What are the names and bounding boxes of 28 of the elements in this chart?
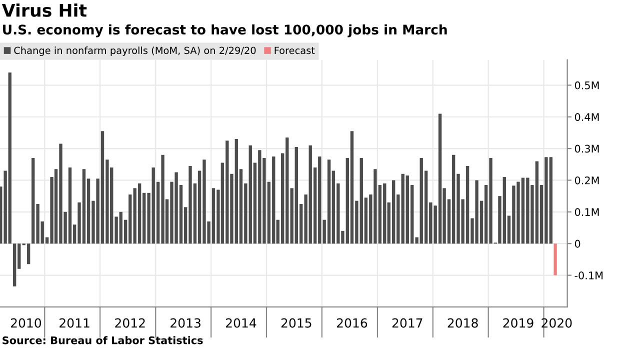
- x-tick-label: 2020: [542, 318, 572, 328]
- y-tick-label: 0.1M: [574, 208, 599, 216]
- y-tick-label: 0.2M: [574, 176, 599, 184]
- bar: [392, 180, 396, 244]
- y-tick-label: 0.4M: [574, 113, 599, 121]
- y-tick-label: 0.3M: [574, 144, 599, 153]
- x-tick-label: 2015: [281, 318, 312, 328]
- x-tick-label: 2012: [115, 318, 145, 328]
- chart-title: Virus Hit: [2, 3, 87, 17]
- y-tick-label: -0.1M: [574, 271, 603, 280]
- bar: [554, 244, 557, 276]
- y-tick-label: 0: [574, 240, 580, 248]
- x-tick-label: 2018: [448, 318, 478, 328]
- y-tick-label: 0.5M: [574, 81, 599, 90]
- x-tick-label: 2017: [392, 318, 422, 328]
- x-tick-label: 2019: [503, 318, 534, 328]
- x-tick-label: 2010: [10, 318, 42, 328]
- x-tick-label: 2016: [336, 318, 368, 328]
- chart-subtitle: U.S. economy is forecast to have lost 100,000 jobs in March: [3, 24, 447, 38]
- legend-label: Change in nonfarm payrolls (MoM, SA) on 2/29/20: [14, 46, 256, 56]
- bar: [438, 114, 442, 244]
- legend-label: Forecast: [274, 46, 315, 54]
- x-tick-label: 2011: [60, 318, 90, 328]
- bar: [12, 244, 16, 286]
- bar: [327, 160, 331, 244]
- x-tick-label: 2013: [170, 318, 200, 328]
- x-tick-label: 2014: [226, 318, 256, 328]
- source-note: Source: Bureau of Labor Statistics: [2, 336, 203, 344]
